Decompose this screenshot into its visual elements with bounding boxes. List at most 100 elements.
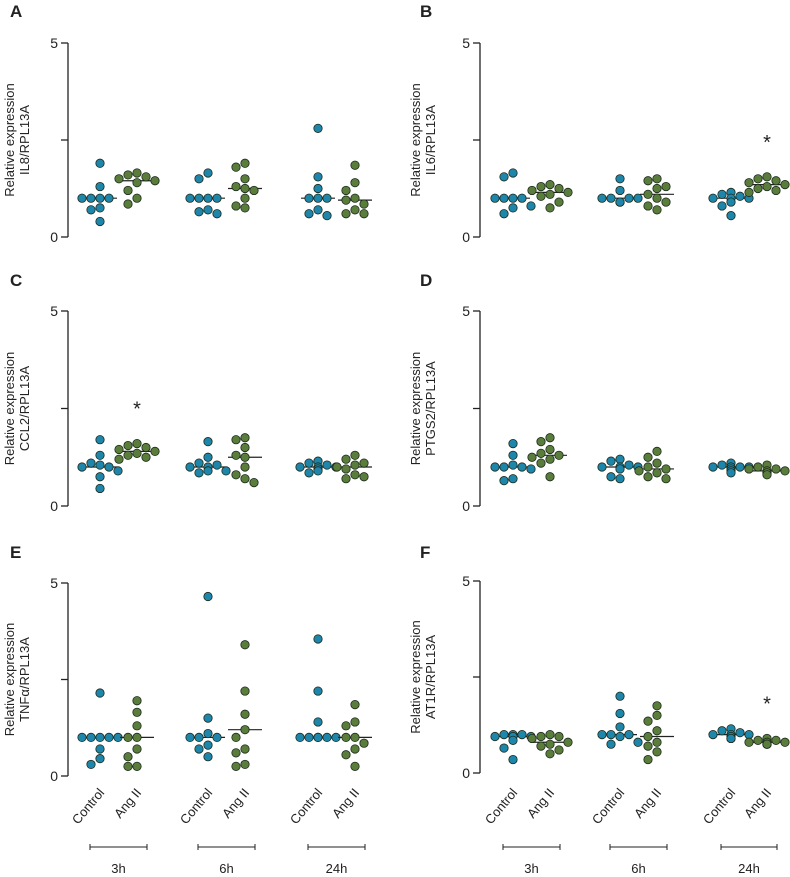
data-point xyxy=(132,168,142,178)
data-point xyxy=(249,185,259,196)
panel-letter: F xyxy=(420,543,430,562)
group-24h-angii xyxy=(744,172,790,197)
data-point xyxy=(652,468,662,478)
data-point xyxy=(762,181,772,192)
y-axis-label-line2: PTGS2/RPL13A xyxy=(423,361,438,456)
data-point xyxy=(606,739,616,749)
group-24h-angii xyxy=(744,460,790,480)
data-point xyxy=(240,203,250,213)
data-point xyxy=(341,209,351,219)
data-point xyxy=(643,462,653,472)
panel-B: B 0 5 Relative expressionIL6/RPL13A * xyxy=(408,2,790,245)
data-point xyxy=(132,732,142,743)
data-point xyxy=(717,726,727,736)
significance-star: * xyxy=(763,132,771,154)
data-point xyxy=(545,433,555,443)
data-point xyxy=(753,462,763,472)
data-point xyxy=(726,468,736,478)
group-24h-control xyxy=(708,724,754,744)
data-point xyxy=(359,209,369,219)
data-point xyxy=(86,759,96,770)
data-point xyxy=(780,180,790,190)
group-3h-angii xyxy=(114,168,160,209)
data-point xyxy=(304,193,314,203)
data-point xyxy=(350,205,360,215)
data-point xyxy=(212,209,222,219)
data-point xyxy=(203,752,213,762)
group-24h-angii xyxy=(338,699,372,771)
data-point xyxy=(231,201,241,211)
data-point xyxy=(735,728,745,738)
data-point xyxy=(203,740,213,750)
y-axis-label-line2: CCL2/RPL13A xyxy=(17,366,32,452)
data-point xyxy=(240,759,250,770)
x-category-label: Control xyxy=(177,785,215,827)
data-point xyxy=(95,472,105,482)
data-point xyxy=(643,472,653,482)
group-3h-control xyxy=(490,729,536,765)
data-point xyxy=(132,696,142,706)
data-point xyxy=(185,462,195,472)
data-point xyxy=(545,729,555,740)
data-point xyxy=(113,466,123,476)
data-point xyxy=(203,437,213,447)
data-point xyxy=(150,446,160,456)
data-point xyxy=(708,462,718,472)
data-point xyxy=(313,717,323,727)
data-point xyxy=(132,178,142,188)
data-point xyxy=(231,470,241,480)
data-point xyxy=(717,189,727,199)
data-point xyxy=(624,460,634,470)
data-point xyxy=(203,205,213,215)
group-24h-angii xyxy=(332,450,372,484)
data-point xyxy=(517,193,527,203)
group-24h-control xyxy=(301,123,335,221)
group-6h-control xyxy=(597,174,643,207)
data-point xyxy=(77,193,87,203)
x-category-label: Control xyxy=(482,785,521,827)
data-point xyxy=(240,442,250,453)
data-point xyxy=(643,189,653,199)
data-point xyxy=(123,450,133,460)
data-point xyxy=(359,472,369,482)
y-tick-label: 5 xyxy=(50,303,58,319)
data-point xyxy=(597,193,607,203)
data-point xyxy=(203,728,213,739)
data-point xyxy=(545,749,555,759)
data-point xyxy=(652,193,662,203)
x-category-label: Ang II xyxy=(741,785,774,821)
data-point xyxy=(633,737,643,747)
group-6h-control xyxy=(185,591,225,762)
data-point xyxy=(744,187,754,197)
data-point xyxy=(77,462,87,472)
data-point xyxy=(123,732,133,743)
y-axis-label-line1: Relative expression xyxy=(408,620,423,733)
x-category-label: Ang II xyxy=(219,785,252,821)
group-6h-control xyxy=(185,437,231,478)
data-point xyxy=(536,458,546,468)
data-point xyxy=(643,731,653,742)
data-point xyxy=(615,691,625,701)
group-3h-control xyxy=(77,435,123,494)
data-point xyxy=(341,721,351,731)
data-point xyxy=(95,744,105,754)
data-point xyxy=(359,199,369,209)
data-point xyxy=(114,444,124,455)
data-point xyxy=(606,472,616,482)
data-point xyxy=(231,732,241,743)
y-axis-label: Relative expressionTNFα/RPL13A xyxy=(2,623,32,736)
data-point xyxy=(240,462,250,472)
data-point xyxy=(615,197,625,207)
y-tick-label: 5 xyxy=(50,575,58,591)
panel-letter: C xyxy=(10,271,22,290)
data-point xyxy=(194,193,204,203)
data-point xyxy=(606,729,616,740)
data-point xyxy=(615,464,625,474)
data-point xyxy=(624,193,634,203)
data-point xyxy=(132,761,142,771)
data-point xyxy=(240,174,250,184)
panel-D: D 0 5 Relative expressionPTGS2/RPL13A xyxy=(408,271,790,514)
data-point xyxy=(95,435,105,445)
data-point xyxy=(123,752,133,762)
